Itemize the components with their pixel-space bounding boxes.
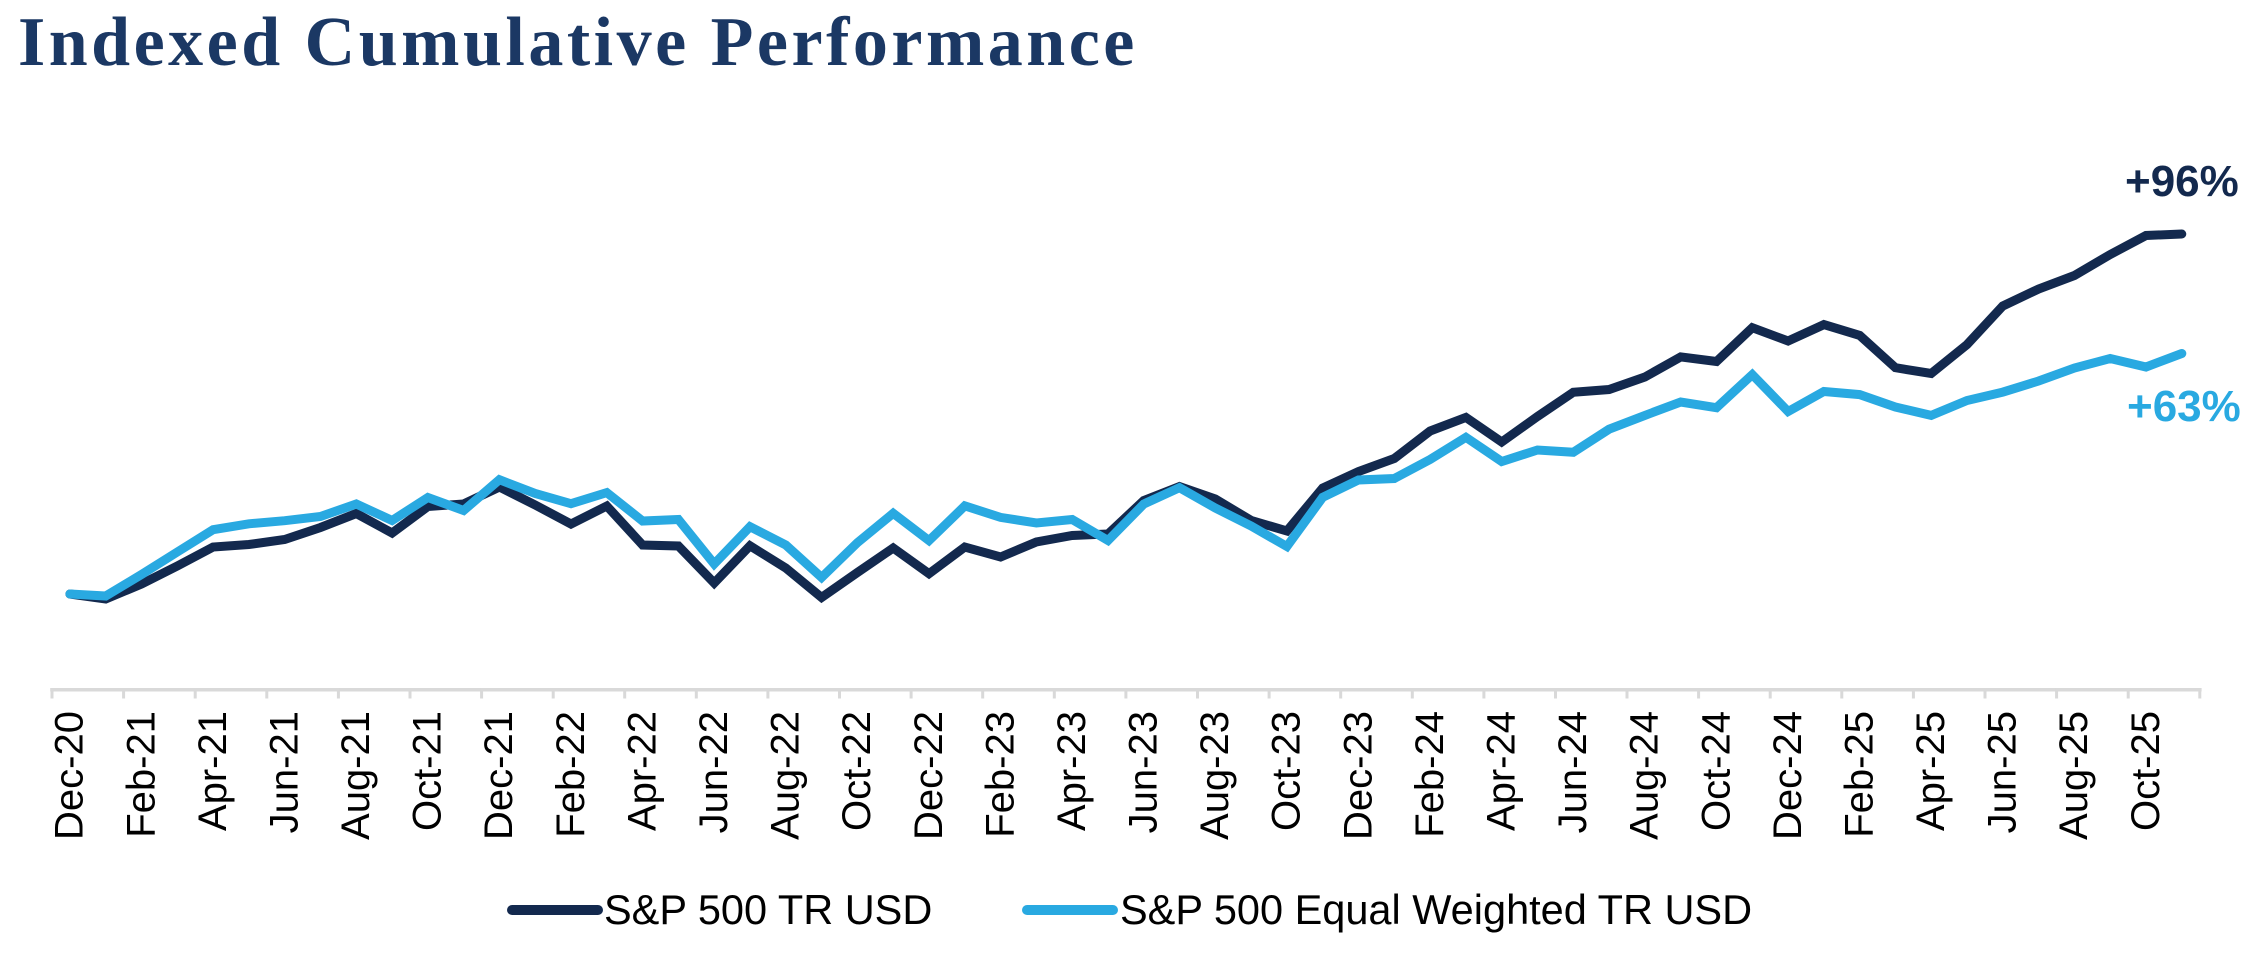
svg-text:Jun-25: Jun-25 xyxy=(1981,711,2025,833)
svg-text:Dec-22: Dec-22 xyxy=(907,711,951,840)
svg-text:Feb-21: Feb-21 xyxy=(119,711,163,838)
svg-text:Indexed Cumulative Performance: Indexed Cumulative Performance xyxy=(18,4,1138,81)
svg-text:Jun-22: Jun-22 xyxy=(692,711,736,833)
svg-text:Apr-25: Apr-25 xyxy=(1909,711,1953,831)
svg-text:Jun-24: Jun-24 xyxy=(1551,711,1595,833)
svg-text:Feb-22: Feb-22 xyxy=(549,711,593,838)
svg-text:Jun-21: Jun-21 xyxy=(263,711,307,833)
svg-text:S&P 500 Equal Weighted TR USD: S&P 500 Equal Weighted TR USD xyxy=(1120,886,1752,933)
svg-text:Apr-23: Apr-23 xyxy=(1050,711,1094,831)
svg-text:Dec-20: Dec-20 xyxy=(48,711,92,840)
svg-text:Dec-24: Dec-24 xyxy=(1766,711,1810,840)
svg-text:Feb-24: Feb-24 xyxy=(1408,711,1452,838)
svg-text:Apr-21: Apr-21 xyxy=(191,711,235,831)
svg-text:Jun-23: Jun-23 xyxy=(1122,711,1166,833)
svg-text:Oct-23: Oct-23 xyxy=(1265,711,1309,831)
svg-text:+96%: +96% xyxy=(2125,157,2239,206)
svg-text:Dec-21: Dec-21 xyxy=(477,711,521,840)
svg-text:Aug-23: Aug-23 xyxy=(1193,711,1237,840)
svg-text:Oct-25: Oct-25 xyxy=(2124,711,2168,831)
svg-text:S&P 500 TR USD: S&P 500 TR USD xyxy=(604,886,932,933)
svg-text:Dec-23: Dec-23 xyxy=(1336,711,1380,840)
svg-text:Oct-22: Oct-22 xyxy=(835,711,879,831)
svg-text:Aug-22: Aug-22 xyxy=(764,711,808,840)
svg-text:Apr-22: Apr-22 xyxy=(620,711,664,831)
svg-text:Aug-25: Aug-25 xyxy=(2052,711,2096,840)
svg-text:Aug-24: Aug-24 xyxy=(1623,711,1667,840)
svg-text:Aug-21: Aug-21 xyxy=(334,711,378,840)
svg-text:Feb-25: Feb-25 xyxy=(1838,711,1882,838)
svg-text:+63%: +63% xyxy=(2127,382,2241,431)
svg-text:Feb-23: Feb-23 xyxy=(978,711,1022,838)
svg-text:Apr-24: Apr-24 xyxy=(1480,711,1524,831)
svg-text:Oct-21: Oct-21 xyxy=(406,711,450,831)
svg-text:Oct-24: Oct-24 xyxy=(1694,711,1738,831)
